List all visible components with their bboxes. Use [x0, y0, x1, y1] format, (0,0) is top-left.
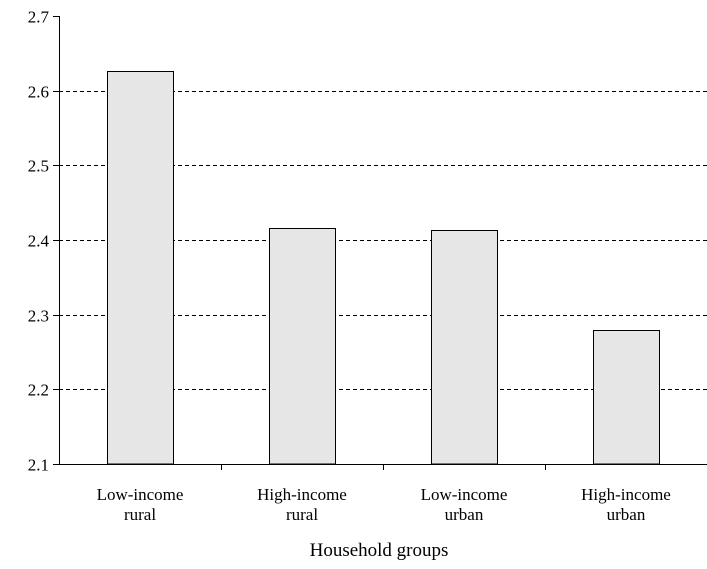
category-label-line: urban	[445, 505, 484, 524]
x-axis-title: Household groups	[310, 540, 449, 561]
category-label-line: High-income	[581, 485, 671, 504]
category-label: Low-income urban	[421, 485, 508, 524]
y-tick-label: 2.4	[28, 232, 50, 251]
category-label-line: urban	[607, 505, 646, 524]
category-label-line: Low-income	[421, 485, 508, 504]
category-label: High-income urban	[581, 485, 671, 524]
category-label-line: High-income	[257, 485, 347, 504]
bars	[107, 71, 660, 465]
bar-3	[593, 330, 660, 465]
category-label-line: rural	[124, 505, 156, 524]
bar-1	[269, 228, 336, 465]
y-tick-label: 2.1	[28, 456, 49, 475]
y-tick-label: 2.5	[28, 157, 49, 176]
bar-2	[431, 230, 498, 465]
category-label: High-income rural	[257, 485, 347, 524]
y-tick-label: 2.7	[28, 8, 50, 27]
y-tick-label: 2.3	[28, 307, 49, 326]
category-label-line: rural	[286, 505, 318, 524]
y-tick-label: 2.6	[28, 83, 49, 102]
bar-0	[107, 71, 174, 465]
category-label: Low-income rural	[97, 485, 184, 524]
y-axis-ticks: 2.1 2.2 2.3 2.4 2.5 2.6 2.7	[28, 8, 59, 475]
y-tick-label: 2.2	[28, 381, 49, 400]
category-label-line: Low-income	[97, 485, 184, 504]
